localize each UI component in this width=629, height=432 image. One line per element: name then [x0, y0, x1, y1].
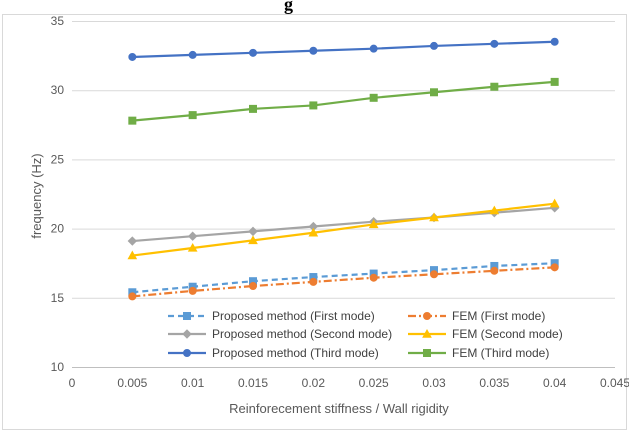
data-point: [369, 44, 378, 53]
y-axis-title: frequency (Hz): [29, 153, 44, 238]
x-tick-label: 0: [69, 376, 76, 390]
data-point: [430, 270, 438, 279]
data-point: [127, 236, 138, 246]
data-point: [309, 46, 318, 55]
series-line: [132, 80, 555, 122]
legend-label: FEM (Third mode): [452, 346, 549, 360]
legend-entry: Proposed method (First mode): [168, 309, 375, 323]
data-point: [248, 226, 258, 237]
legend-label: Proposed method (Second mode): [212, 327, 392, 341]
data-point: [249, 282, 257, 291]
data-point: [249, 104, 257, 113]
y-tick-label: 15: [51, 291, 65, 305]
y-tick-label: 20: [51, 222, 65, 236]
legend-marker: [423, 312, 431, 320]
data-point: [128, 292, 137, 301]
data-point: [187, 242, 198, 252]
legend-entry: Proposed method (Second mode): [168, 327, 392, 341]
gridlines: [72, 21, 615, 299]
series-line: [132, 266, 555, 298]
data-point: [550, 77, 559, 86]
data-point: [127, 250, 138, 260]
data-point: [128, 52, 137, 61]
series-1: [128, 263, 559, 301]
data-point: [309, 277, 318, 286]
x-axis-title: Reinforecement stiffness / Wall rigidity: [229, 401, 449, 416]
legend-entry: FEM (Third mode): [408, 346, 549, 360]
data-point: [188, 50, 197, 59]
x-tick-label: 0.035: [479, 376, 509, 390]
legend-marker: [423, 349, 431, 357]
y-tick-label: 10: [51, 360, 65, 374]
series-line: [132, 202, 555, 257]
chart-title: g: [284, 0, 293, 14]
data-point: [489, 205, 500, 215]
data-point: [308, 227, 319, 237]
legend-entry: FEM (Second mode): [408, 327, 563, 341]
legend-marker: [183, 349, 191, 357]
data-point: [309, 101, 318, 110]
chart-frame: [2, 14, 627, 430]
legend-label: FEM (Second mode): [452, 327, 563, 341]
legend-label: Proposed method (Third mode): [212, 346, 379, 360]
legend-marker: [422, 328, 432, 338]
data-point: [249, 48, 257, 57]
series-5: [128, 77, 559, 125]
legend-entry: FEM (First mode): [408, 309, 545, 323]
y-tick-label: 30: [51, 83, 65, 97]
series-line: [132, 40, 555, 59]
data-point: [550, 263, 559, 272]
data-point: [429, 212, 439, 222]
data-point: [550, 37, 559, 46]
x-tick-label: 0.045: [600, 376, 629, 390]
legend-marker: [182, 329, 192, 339]
data-point: [187, 231, 198, 241]
legend: Proposed method (First mode) FEM (First m…: [168, 309, 563, 360]
y-tick-label: 25: [51, 152, 65, 166]
x-tick-label: 0.02: [302, 376, 326, 390]
series-3: [127, 198, 560, 260]
x-tick-label: 0.015: [238, 376, 268, 390]
x-tick-label: 0.025: [359, 376, 389, 390]
series-4: [128, 37, 559, 61]
data-point: [490, 39, 499, 48]
data-point: [430, 88, 438, 97]
data-point: [490, 82, 499, 91]
legend-marker: [183, 312, 191, 320]
data-point: [368, 219, 379, 229]
series: [127, 37, 560, 301]
data-point: [128, 116, 137, 125]
legend-label: FEM (First mode): [452, 309, 545, 323]
x-tick-label: 0.005: [117, 376, 147, 390]
x-tick-label: 0.01: [181, 376, 205, 390]
legend-label: Proposed method (First mode): [212, 309, 375, 323]
legend-entry: Proposed method (Third mode): [168, 346, 379, 360]
data-point: [369, 273, 378, 282]
x-tick-label: 0.03: [422, 376, 446, 390]
series-line: [132, 262, 555, 294]
data-point: [188, 111, 197, 120]
y-tick-label: 35: [51, 14, 65, 28]
data-point: [549, 198, 560, 208]
data-point: [248, 235, 258, 245]
data-point: [188, 286, 197, 295]
data-point: [490, 266, 499, 275]
tick-labels: 10 15 20 25 30 35 0 0.005 0.01 0.015 0.02 0.025 0.03…: [51, 14, 629, 390]
x-tick-label: 0.04: [543, 376, 567, 390]
series-line: [132, 206, 555, 243]
data-point: [430, 41, 438, 50]
data-point: [369, 93, 378, 102]
